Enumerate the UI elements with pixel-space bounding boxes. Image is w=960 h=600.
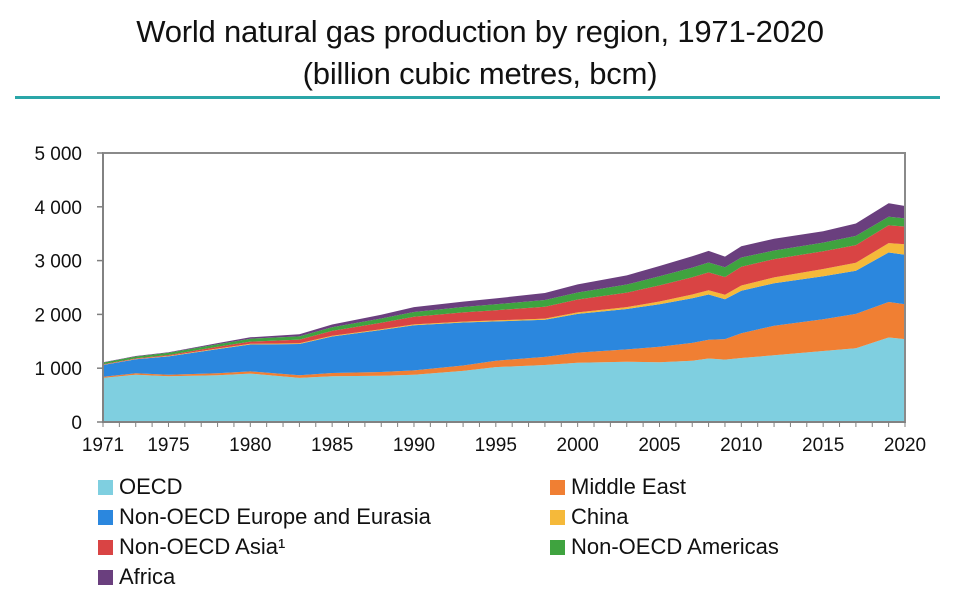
legend-swatch xyxy=(98,509,113,525)
legend-label: Non-OECD Americas xyxy=(571,534,779,559)
legend-label: OECD xyxy=(119,474,183,499)
legend-label: China xyxy=(571,504,629,529)
legend-item: OECD xyxy=(98,474,183,500)
x-tick-label: 2010 xyxy=(720,435,762,456)
legend-item: Non-OECD Europe and Eurasia xyxy=(98,504,431,530)
x-tick-label: 2015 xyxy=(802,435,844,456)
legend-swatch xyxy=(98,569,113,585)
area-chart: 0 1 000 2 000 3 000 4 000 5 000 1971 1975 1980 19… xyxy=(34,144,926,456)
area-series-oecd xyxy=(103,337,905,422)
x-tick-label: 1985 xyxy=(311,435,353,456)
y-tick-label: 5 000 xyxy=(34,144,82,165)
x-tick-label: 1980 xyxy=(229,435,271,456)
chart-title-line-2: (billion cubic metres, bcm) xyxy=(302,56,658,91)
x-tick-label: 2005 xyxy=(638,435,680,456)
y-tick-label: 0 xyxy=(71,413,82,434)
y-tick-label: 2 000 xyxy=(34,305,82,326)
legend-item: Africa xyxy=(98,564,175,590)
area-series-non-oecd-europe-and-eurasia xyxy=(103,252,905,377)
y-tick-label: 1 000 xyxy=(34,359,82,380)
legend-item: China xyxy=(550,504,628,530)
legend-swatch xyxy=(550,539,565,555)
legend-label: Non-OECD Europe and Eurasia xyxy=(119,504,431,529)
legend-swatch xyxy=(98,479,113,495)
area-series-middle-east xyxy=(103,302,905,378)
legend-swatch xyxy=(550,509,565,525)
y-tick-label: 3 000 xyxy=(34,252,82,273)
x-tick-label: 2000 xyxy=(557,435,599,456)
legend-label: Non-OECD Asia¹ xyxy=(119,534,286,559)
x-tick-label: 1971 xyxy=(82,435,124,456)
legend-item: Non-OECD Asia¹ xyxy=(98,534,285,560)
chart-title-line-1: World natural gas production by region, … xyxy=(136,14,824,49)
x-tick-label: 2020 xyxy=(884,435,926,456)
legend-label: Middle East xyxy=(571,474,686,499)
x-tick-label: 1995 xyxy=(475,435,517,456)
x-tick-label: 1990 xyxy=(393,435,435,456)
x-tick-label: 1975 xyxy=(147,435,189,456)
legend-item: Non-OECD Americas xyxy=(550,534,779,560)
legend-label: Africa xyxy=(119,564,176,589)
legend-swatch xyxy=(98,539,113,555)
y-tick-label: 4 000 xyxy=(34,198,82,219)
legend-swatch xyxy=(550,479,565,495)
legend-item: Middle East xyxy=(550,474,686,500)
title-divider xyxy=(15,96,940,99)
